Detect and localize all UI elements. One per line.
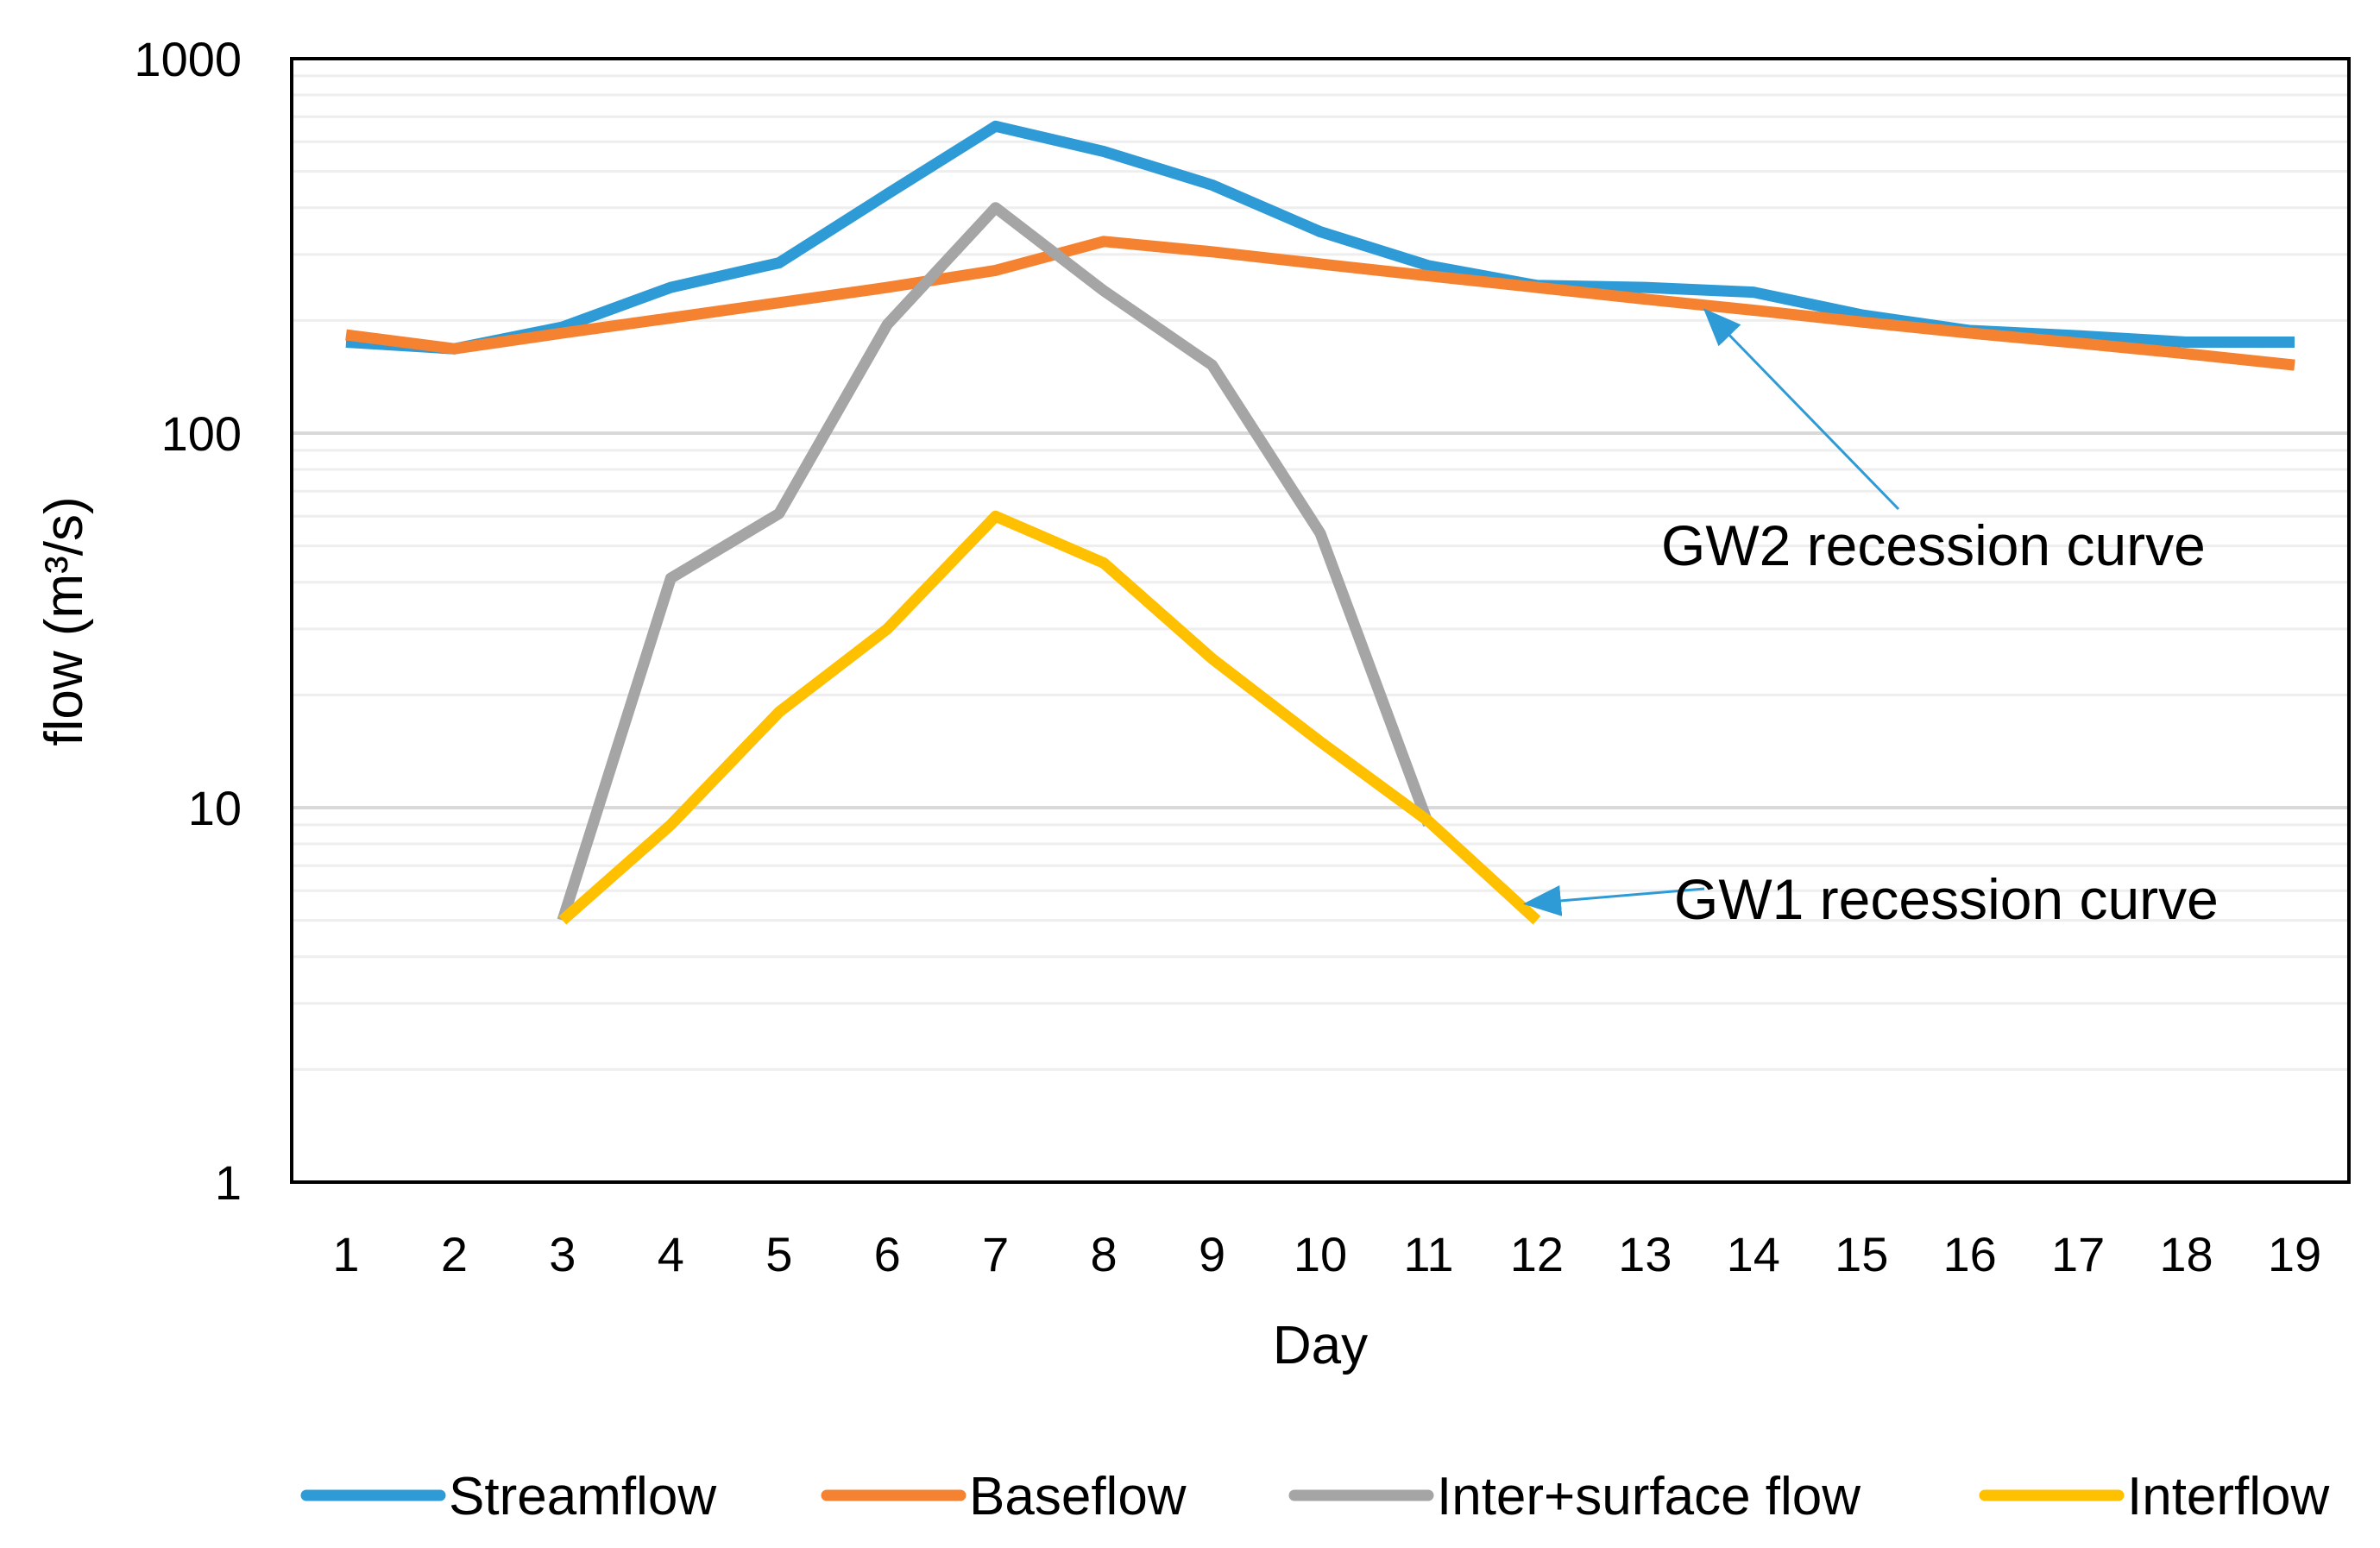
x-tick-label: 14 <box>1727 1227 1780 1281</box>
plot-area-border <box>290 57 2351 1184</box>
x-tick-label: 9 <box>1199 1227 1225 1281</box>
annotations: GW2 recession curve GW1 recession curve <box>1522 308 2219 931</box>
legend-label: Baseflow <box>969 1467 1187 1526</box>
x-tick-label: 6 <box>874 1227 901 1281</box>
legend-item-interflow[interactable]: Interflow <box>1979 1467 2330 1526</box>
series-line-inter-surface-flow <box>557 202 1434 922</box>
y-axis-tick-labels: 1 10 100 1000 <box>134 32 242 1210</box>
series-lines <box>345 120 2295 925</box>
x-tick-label: 15 <box>1835 1227 1888 1281</box>
x-tick-label: 5 <box>765 1227 792 1281</box>
x-tick-label: 3 <box>549 1227 576 1281</box>
series-line-baseflow <box>345 236 2295 371</box>
x-tick-label: 19 <box>2268 1227 2321 1281</box>
x-tick-label: 16 <box>1943 1227 1997 1281</box>
legend-label: Streamflow <box>449 1467 716 1526</box>
x-tick-label: 1 <box>332 1227 359 1281</box>
x-tick-label: 12 <box>1510 1227 1564 1281</box>
gw2-annotation-arrow <box>1703 308 1900 511</box>
x-axis-title: Day <box>1273 1316 1368 1375</box>
y-tick-label: 1000 <box>134 32 242 86</box>
gw1-annotation-arrow <box>1522 885 1705 916</box>
x-tick-label: 7 <box>982 1227 1009 1281</box>
y-axis-title: flow (m³/s) <box>35 496 94 746</box>
x-tick-label: 4 <box>658 1227 684 1281</box>
legend[interactable]: Streamflow Baseflow Inter+surface flow Inte… <box>300 1467 2330 1526</box>
y-tick-label: 100 <box>161 406 242 461</box>
legend-label: Interflow <box>2127 1467 2330 1526</box>
x-tick-label: 11 <box>1403 1227 1453 1281</box>
x-axis-tick-labels: 1 2 3 4 5 6 7 8 9 10 11 12 13 14 15 16 17 18 19 <box>332 1227 2321 1281</box>
x-tick-label: 13 <box>1618 1227 1672 1281</box>
series-line-interflow <box>558 510 1541 925</box>
x-tick-label: 18 <box>2159 1227 2213 1281</box>
x-tick-label: 2 <box>441 1227 468 1281</box>
y-tick-label: 1 <box>215 1155 242 1210</box>
legend-label: Inter+surface flow <box>1437 1467 1861 1526</box>
series-line-streamflow <box>345 120 2295 355</box>
legend-item-inter-surface-flow[interactable]: Inter+surface flow <box>1288 1467 1861 1526</box>
x-tick-label: 10 <box>1294 1227 1347 1281</box>
x-tick-label: 8 <box>1091 1227 1118 1281</box>
x-tick-label: 17 <box>2051 1227 2105 1281</box>
y-tick-label: 10 <box>188 781 242 835</box>
gw1-annotation-label: GW1 recession curve <box>1674 867 2219 931</box>
legend-item-streamflow[interactable]: Streamflow <box>300 1467 716 1526</box>
legend-item-baseflow[interactable]: Baseflow <box>821 1467 1187 1526</box>
gw2-annotation-label: GW2 recession curve <box>1661 513 2206 577</box>
